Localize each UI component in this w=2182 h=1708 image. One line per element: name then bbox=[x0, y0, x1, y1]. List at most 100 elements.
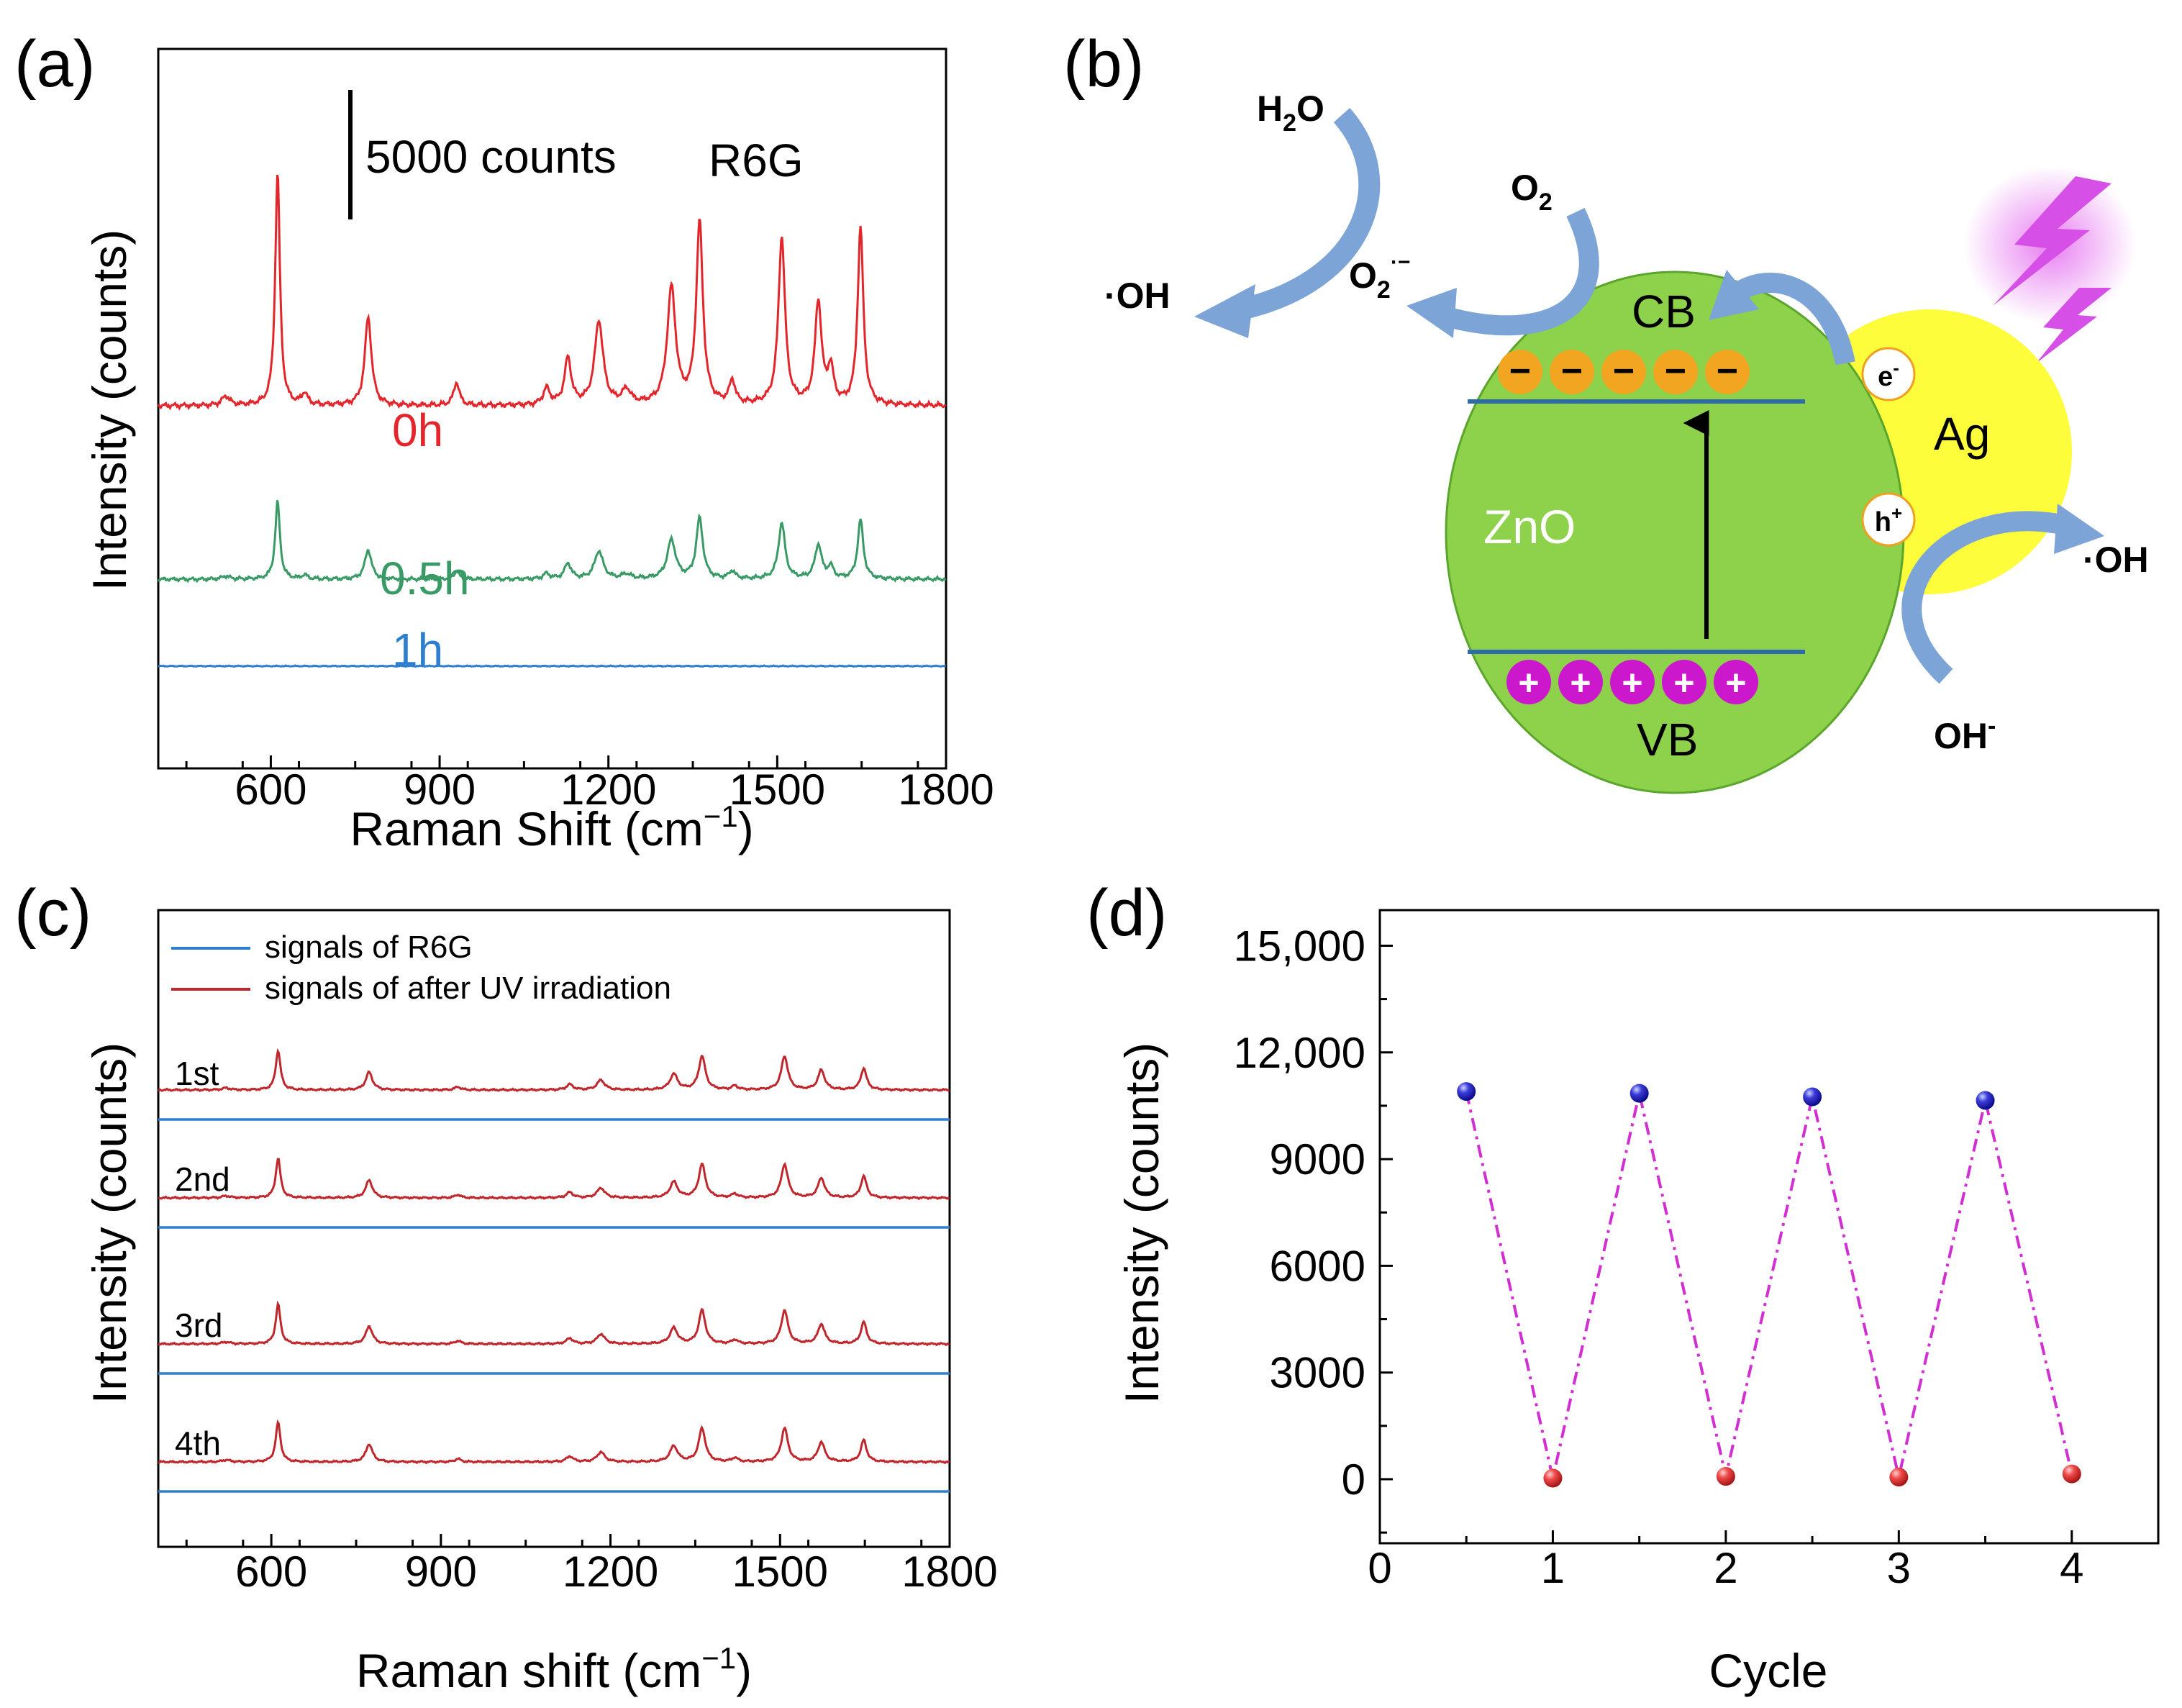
arrow-ohminus-to-oh bbox=[1901, 511, 2067, 684]
electron-icon bbox=[1550, 350, 1594, 394]
panel-d-y-tick-label: 15,000 bbox=[1233, 922, 1365, 970]
legend-label-uv: signals of after UV irradiation bbox=[265, 971, 671, 1006]
data-point-after-uv bbox=[1543, 1468, 1563, 1488]
panel-d-x-tick-label: 2 bbox=[1714, 1544, 1737, 1592]
panel-c-x-tick-label: 600 bbox=[235, 1548, 307, 1596]
panel-a-x-tick-label: 600 bbox=[235, 766, 306, 814]
data-point-before-uv bbox=[1803, 1087, 1822, 1107]
hole-icon bbox=[1714, 660, 1758, 704]
data-point-after-uv bbox=[2062, 1464, 2081, 1484]
cycle-trend-line bbox=[1465, 1091, 2073, 1478]
electron-row: − − − − − bbox=[1498, 350, 1750, 394]
uv-spectrum-2nd bbox=[158, 1158, 950, 1201]
cycle-label-4th: 4th bbox=[175, 1425, 221, 1462]
panel-a-series bbox=[157, 174, 947, 668]
panel-d-points bbox=[1457, 1082, 2081, 1488]
hole-icon bbox=[1558, 660, 1603, 704]
vb-label: VB bbox=[1637, 714, 1698, 766]
electron-icon bbox=[1601, 350, 1646, 394]
panel-d-x-label: Cycle bbox=[1709, 1644, 1827, 1697]
hole-sign: + bbox=[1622, 663, 1642, 703]
legend-label-r6g: signals of R6G bbox=[265, 930, 473, 965]
panel-c-x-tick-label: 1800 bbox=[901, 1548, 997, 1596]
panel-d-x-tick-label: 3 bbox=[1887, 1544, 1911, 1592]
panel-c: (c) 600 900 1200 1500 1800 signals of R6G si… bbox=[14, 876, 998, 1697]
data-point-after-uv bbox=[1889, 1468, 1909, 1487]
cycle-label-1st: 1st bbox=[175, 1055, 219, 1092]
spectrum-line-0h bbox=[157, 174, 947, 412]
panel-a-label: (a) bbox=[14, 27, 95, 101]
cb-label: CB bbox=[1632, 286, 1696, 337]
uv-spectrum-3rd bbox=[158, 1300, 950, 1347]
panel-a-x-tick-label: 1800 bbox=[898, 766, 994, 814]
panel-b-label: (b) bbox=[1063, 27, 1144, 101]
hydroxide-label: OH- bbox=[1934, 712, 1996, 756]
panel-c-x-tick-label: 1500 bbox=[732, 1548, 828, 1596]
spectrum-line-0-5h bbox=[157, 499, 947, 583]
hole-sign: + bbox=[1570, 663, 1591, 703]
electron-sign: − bbox=[1665, 350, 1686, 392]
uv-spectrum-4th bbox=[158, 1419, 950, 1465]
arrow-head-oh-left bbox=[1194, 284, 1255, 338]
panel-d: (d) 0 1 2 3 4 0 3000 6000 9000 12,000 15,000 Inten… bbox=[1086, 876, 2160, 1697]
arrow-ag-electron-transfer bbox=[1727, 273, 1855, 365]
panel-d-y-tick-label: 12,000 bbox=[1233, 1029, 1365, 1077]
panel-d-frame bbox=[1378, 909, 2160, 1545]
panel-c-y-label: Intensity (counts) bbox=[83, 1042, 136, 1404]
electron-sign: − bbox=[1717, 350, 1738, 392]
arrow-o2-to-radical bbox=[1443, 207, 1599, 336]
panel-d-x-tick-label: 4 bbox=[2060, 1544, 2083, 1592]
hole-icon bbox=[1610, 660, 1655, 704]
arrow-head-oh-right bbox=[2054, 504, 2104, 554]
svg-text:e-: e- bbox=[1878, 357, 1899, 392]
panel-d-y-tick-label: 0 bbox=[1342, 1455, 1365, 1504]
h2o-label: H2O bbox=[1257, 88, 1324, 137]
electron-icon bbox=[1498, 350, 1542, 394]
hole-sign: + bbox=[1673, 663, 1694, 703]
panel-b: (b) CB VB ZnO Ag − − − − − + + + + + e- h+ bbox=[1063, 27, 2149, 794]
panel-a: (a) 600 900 1200 1500 1800 5000 counts R6G 0… bbox=[14, 27, 994, 855]
electron-icon bbox=[1705, 350, 1750, 394]
electron-sign: − bbox=[1561, 350, 1583, 392]
arrow-h2o-to-oh bbox=[1238, 108, 1381, 320]
electron-icon bbox=[1653, 350, 1698, 394]
light-flash-icon bbox=[1964, 165, 2137, 363]
panel-d-label: (d) bbox=[1086, 876, 1167, 950]
superoxide-radical-label: O2·− bbox=[1349, 250, 1410, 304]
panel-a-y-label: Intensity (counts) bbox=[83, 230, 136, 591]
zno-label: ZnO bbox=[1483, 500, 1576, 553]
oh-radical-right: ·OH bbox=[2083, 540, 2149, 580]
o2-label: O2 bbox=[1511, 168, 1553, 216]
panel-d-y-tick-label: 6000 bbox=[1270, 1242, 1365, 1290]
panel-d-axes: 0 1 2 3 4 0 3000 6000 9000 12,000 15,000 bbox=[1233, 922, 2083, 1592]
series-label-0-5h: 0.5h bbox=[380, 553, 470, 604]
annotation-r6g: R6G bbox=[709, 135, 804, 186]
panel-a-x-tick-label: 1200 bbox=[560, 766, 656, 814]
hole-sign: + bbox=[1725, 663, 1746, 703]
series-label-0h: 0h bbox=[392, 404, 443, 456]
panel-a-x-tick-label: 1500 bbox=[729, 766, 825, 814]
panel-c-label: (c) bbox=[14, 876, 91, 950]
panel-c-x-tick-label: 1200 bbox=[563, 1548, 658, 1596]
panel-d-x-tick-label: 1 bbox=[1541, 1544, 1565, 1592]
data-point-before-uv bbox=[1629, 1084, 1649, 1103]
panel-d-y-tick-label: 3000 bbox=[1270, 1349, 1365, 1397]
hole-icon bbox=[1662, 660, 1706, 704]
svg-text:h+: h+ bbox=[1875, 502, 1902, 537]
data-point-before-uv bbox=[1457, 1082, 1476, 1101]
panel-c-x-label: Raman shift (cm−1) bbox=[356, 1641, 752, 1697]
panel-a-x-ticks: 600 900 1200 1500 1800 bbox=[185, 755, 994, 814]
electron-sign: − bbox=[1509, 350, 1531, 392]
ag-hole: h+ bbox=[1861, 492, 1916, 547]
panel-a-frame bbox=[157, 47, 947, 770]
ag-label: Ag bbox=[1934, 408, 1990, 460]
panel-c-series bbox=[158, 1048, 950, 1493]
arrow-head-ag-to-cb bbox=[1709, 270, 1759, 320]
oh-radical-left: ·OH bbox=[1104, 276, 1170, 316]
scale-bar-label: 5000 counts bbox=[365, 131, 617, 183]
data-point-before-uv bbox=[1976, 1091, 1995, 1110]
ag-electron: e- bbox=[1861, 347, 1916, 401]
panel-a-x-label: Raman Shift (cm−1) bbox=[350, 799, 753, 855]
cycle-label-2nd: 2nd bbox=[175, 1160, 230, 1198]
